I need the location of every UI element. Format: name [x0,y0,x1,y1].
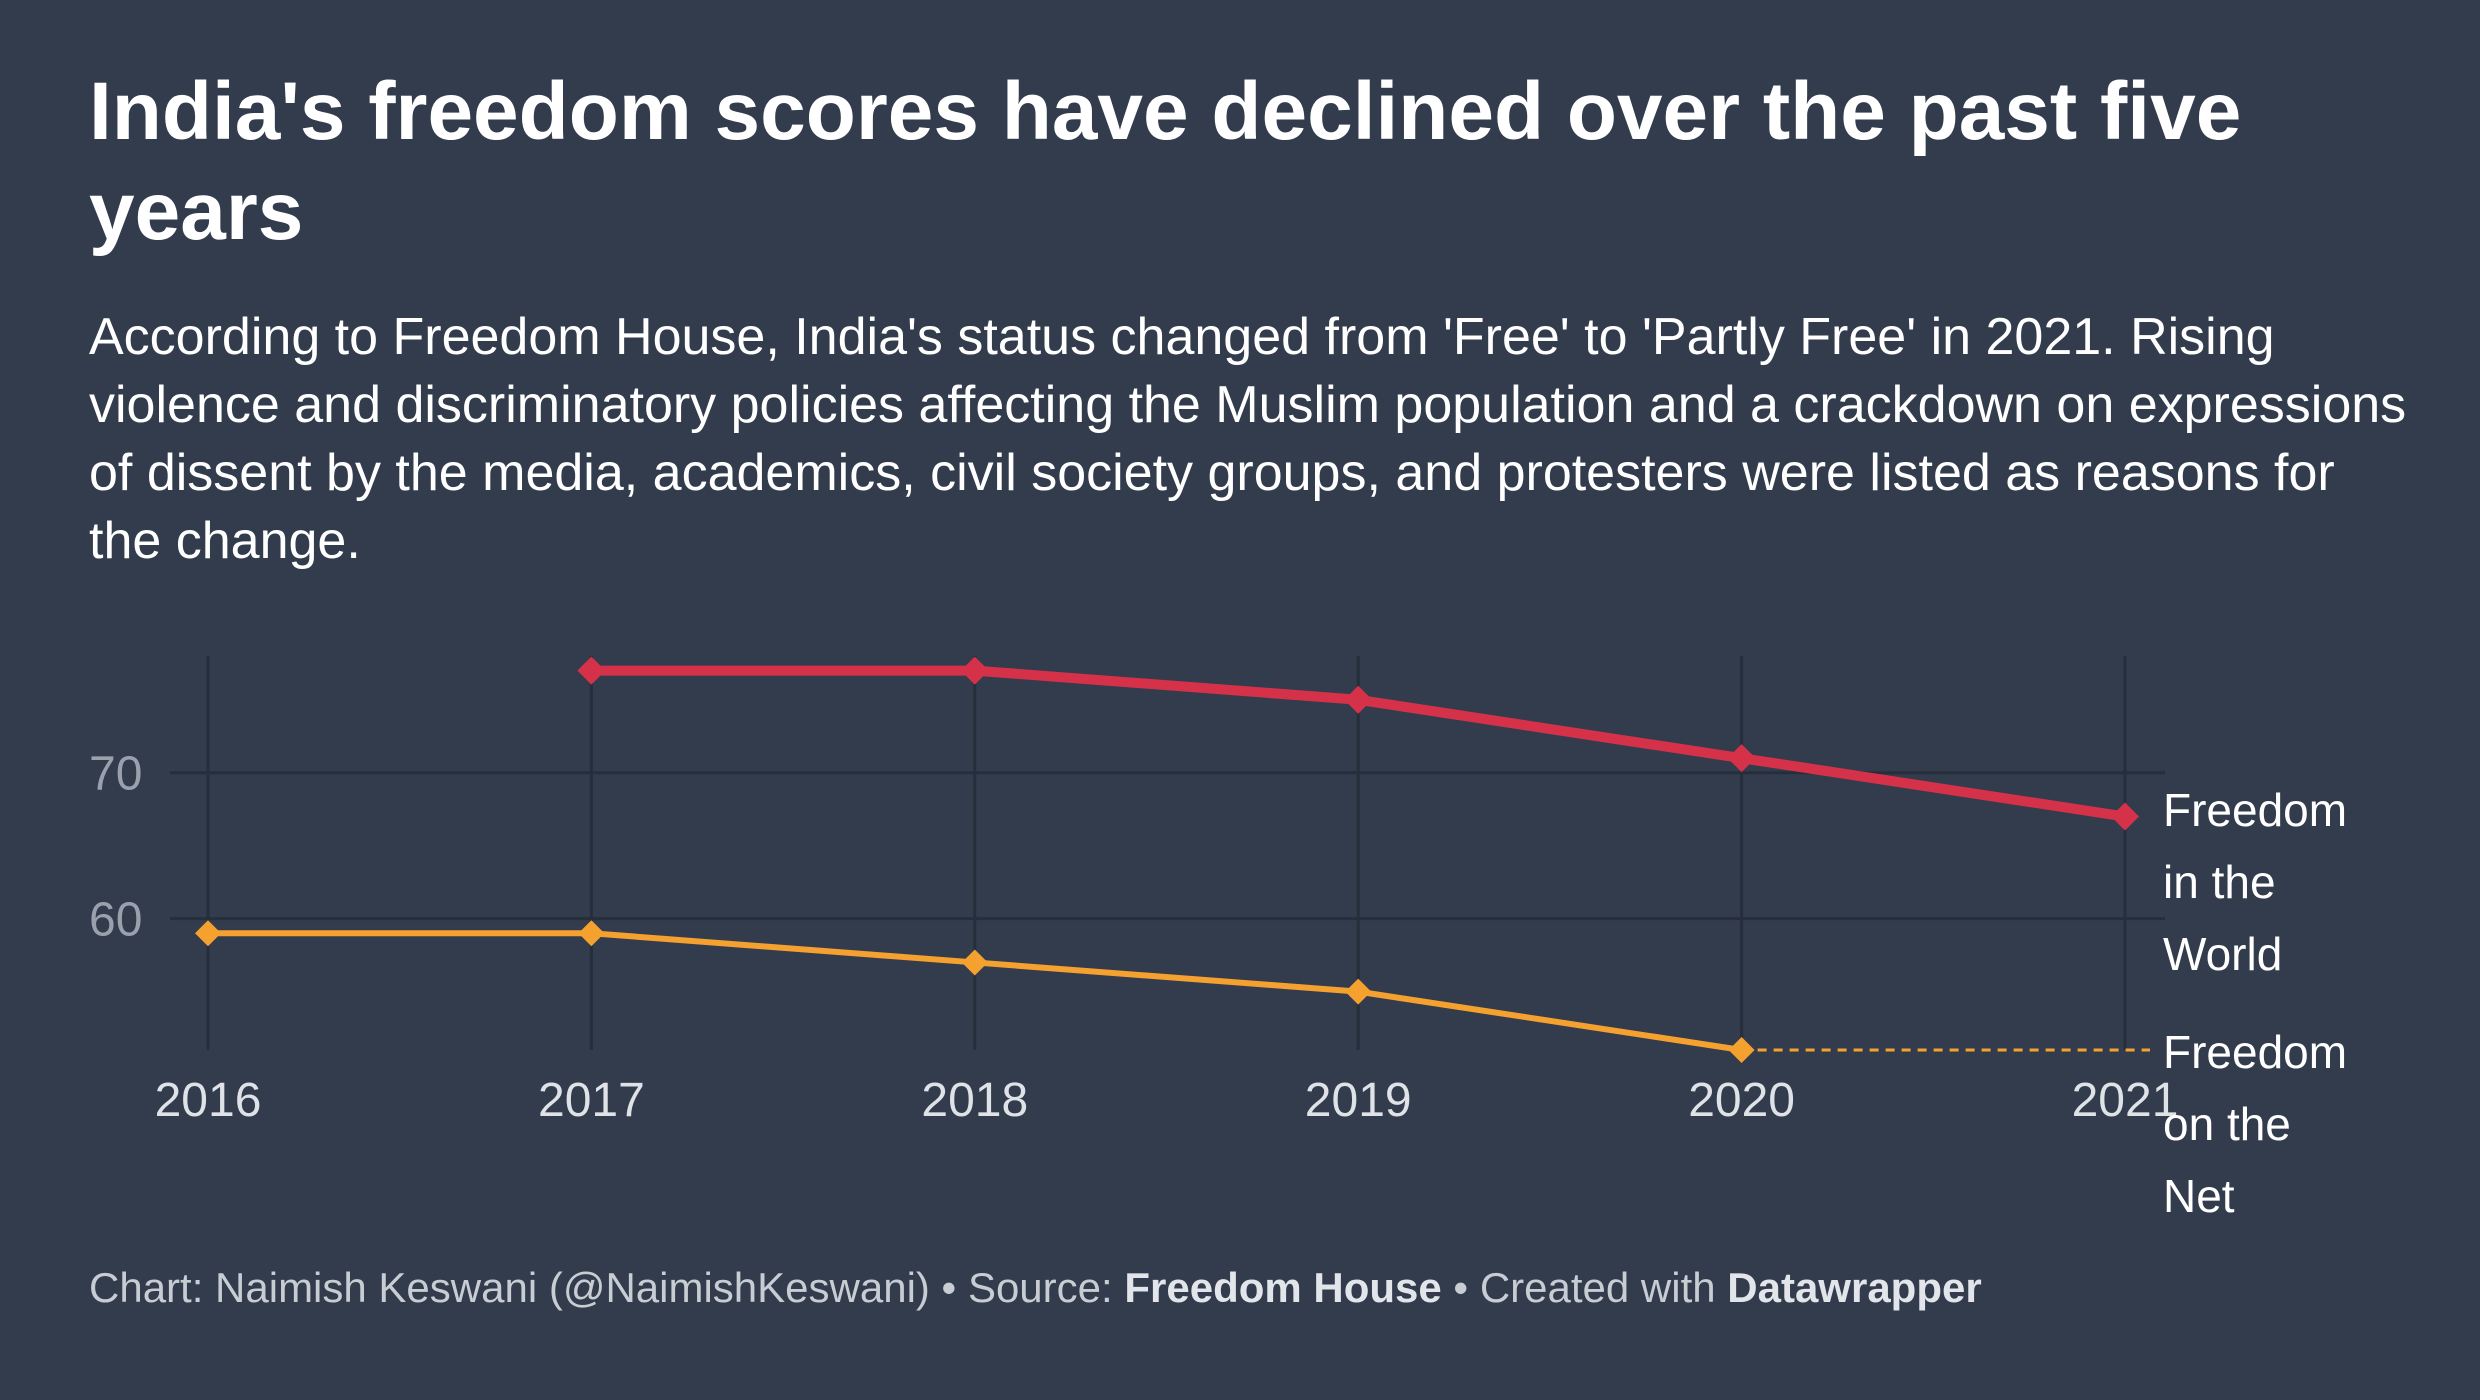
footer-separator-2: • [1441,1264,1480,1311]
data-point-marker [578,920,605,947]
series-label: Freedom in the World [2163,784,2347,980]
footer-created-prefix: Created with [1479,1264,1728,1311]
series-label-line: World [2163,928,2282,980]
x-axis-ticks: 2016 2017 2018 2019 2020 2021 [155,1074,2179,1127]
data-point-marker [960,656,989,685]
data-point-marker [195,920,221,947]
chart-title: India's freedom scores have declined ove… [89,66,2242,257]
chart-description: According to Freedom House, India's stat… [89,308,2407,570]
data-point-marker [1344,685,1373,714]
data-point-marker [2111,802,2139,831]
data-point-marker [1728,1037,1755,1063]
x-tick-label: 2017 [538,1074,645,1127]
y-tick-label: 70 [89,748,142,801]
data-point-marker [1345,978,1372,1005]
y-axis-ticks: 60 70 [89,748,142,947]
data-point-marker [577,656,606,685]
footer-source-prefix: Source: [967,1264,1125,1311]
y-tick-label: 60 [89,894,142,947]
series-label-line: Freedom [2163,784,2347,836]
footer-separator-1: • [929,1264,968,1311]
grid-lines [170,656,2165,1050]
x-tick-label: 2018 [921,1074,1028,1127]
series-label-line: Net [2163,1170,2235,1222]
series-label: Freedom on the Net [2163,1026,2347,1222]
footer-chart-prefix: Chart: [89,1264,216,1311]
data-point-marker [1727,744,1756,773]
chart-footer: Chart: Naimish Keswani (@NaimishKeswani)… [89,1258,1982,1318]
series-lines [195,656,2150,1063]
series-labels: Freedom in the World Freedom on the Net [2163,784,2347,1222]
footer-source-link[interactable]: Freedom House [1124,1264,1442,1311]
x-tick-label: 2016 [155,1074,262,1127]
footer-author: Naimish Keswani (@NaimishKeswani) [215,1264,930,1311]
x-tick-label: 2020 [1688,1074,1795,1127]
data-point-marker [961,949,988,976]
series-label-line: on the [2163,1098,2291,1150]
footer-datawrapper-link[interactable]: Datawrapper [1727,1264,1982,1311]
series-label-line: Freedom [2163,1026,2347,1078]
series-label-line: in the [2163,856,2276,908]
x-tick-label: 2019 [1305,1074,1412,1127]
x-tick-label: 2021 [2072,1074,2179,1127]
